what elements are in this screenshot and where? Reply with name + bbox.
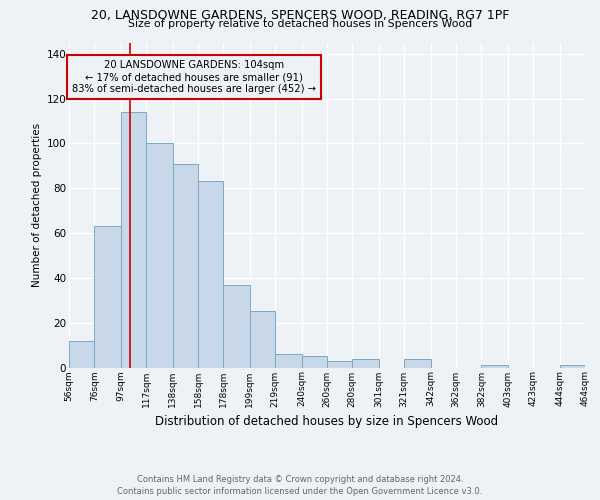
Text: Size of property relative to detached houses in Spencers Wood: Size of property relative to detached ho… (128, 19, 472, 29)
Bar (302, 356, 327, 368)
Bar (275, 354, 302, 368)
Bar (94, 226, 121, 368)
Bar (223, 284, 250, 368)
Bar (146, 144, 173, 368)
Bar (173, 164, 198, 368)
Bar (481, 366, 508, 368)
Bar (69, 340, 94, 367)
Bar (250, 312, 275, 368)
Text: Contains HM Land Registry data © Crown copyright and database right 2024.
Contai: Contains HM Land Registry data © Crown c… (118, 474, 482, 496)
X-axis label: Distribution of detached houses by size in Spencers Wood: Distribution of detached houses by size … (155, 415, 499, 428)
Bar (198, 182, 223, 368)
Text: 20, LANSDOWNE GARDENS, SPENCERS WOOD, READING, RG7 1PF: 20, LANSDOWNE GARDENS, SPENCERS WOOD, RE… (91, 9, 509, 22)
Bar (327, 361, 352, 368)
Bar (121, 112, 146, 368)
Bar (560, 366, 585, 368)
Y-axis label: Number of detached properties: Number of detached properties (32, 123, 43, 287)
Bar (352, 358, 379, 368)
Bar (404, 358, 431, 368)
Text: 20 LANSDOWNE GARDENS: 104sqm
← 17% of detached houses are smaller (91)
83% of se: 20 LANSDOWNE GARDENS: 104sqm ← 17% of de… (72, 60, 316, 94)
